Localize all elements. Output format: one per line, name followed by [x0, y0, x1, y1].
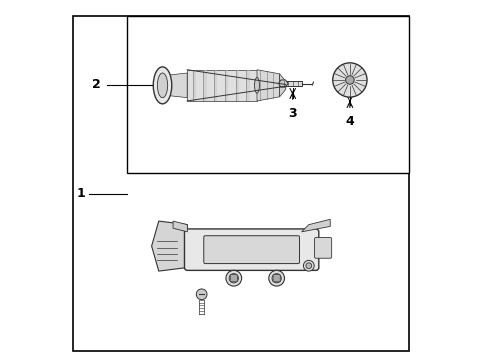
FancyBboxPatch shape [314, 238, 331, 258]
Polygon shape [173, 221, 187, 232]
Text: 2: 2 [92, 78, 101, 91]
Text: 3: 3 [288, 107, 296, 120]
FancyBboxPatch shape [272, 275, 280, 282]
Bar [126, 16, 408, 173]
Text: 1: 1 [76, 187, 85, 200]
Polygon shape [224, 70, 227, 101]
Ellipse shape [254, 77, 259, 93]
Circle shape [271, 274, 281, 283]
Polygon shape [203, 70, 206, 101]
Circle shape [303, 260, 313, 271]
FancyBboxPatch shape [203, 236, 299, 264]
Polygon shape [279, 74, 285, 97]
FancyBboxPatch shape [184, 229, 318, 270]
FancyBboxPatch shape [230, 275, 237, 282]
Polygon shape [214, 70, 217, 101]
Polygon shape [257, 70, 279, 101]
Ellipse shape [157, 73, 167, 98]
Polygon shape [278, 80, 287, 87]
Polygon shape [246, 70, 249, 101]
Circle shape [225, 270, 241, 286]
Circle shape [196, 289, 206, 300]
Circle shape [345, 76, 353, 84]
Polygon shape [301, 219, 329, 232]
Bar [283, 81, 301, 86]
Circle shape [268, 270, 284, 286]
Circle shape [305, 263, 311, 269]
Polygon shape [168, 73, 187, 98]
Circle shape [332, 63, 366, 97]
Ellipse shape [153, 67, 171, 104]
Polygon shape [235, 70, 238, 101]
Polygon shape [187, 70, 257, 101]
Polygon shape [192, 70, 195, 101]
Text: 4: 4 [345, 114, 353, 128]
Polygon shape [151, 221, 187, 271]
Circle shape [229, 274, 238, 283]
